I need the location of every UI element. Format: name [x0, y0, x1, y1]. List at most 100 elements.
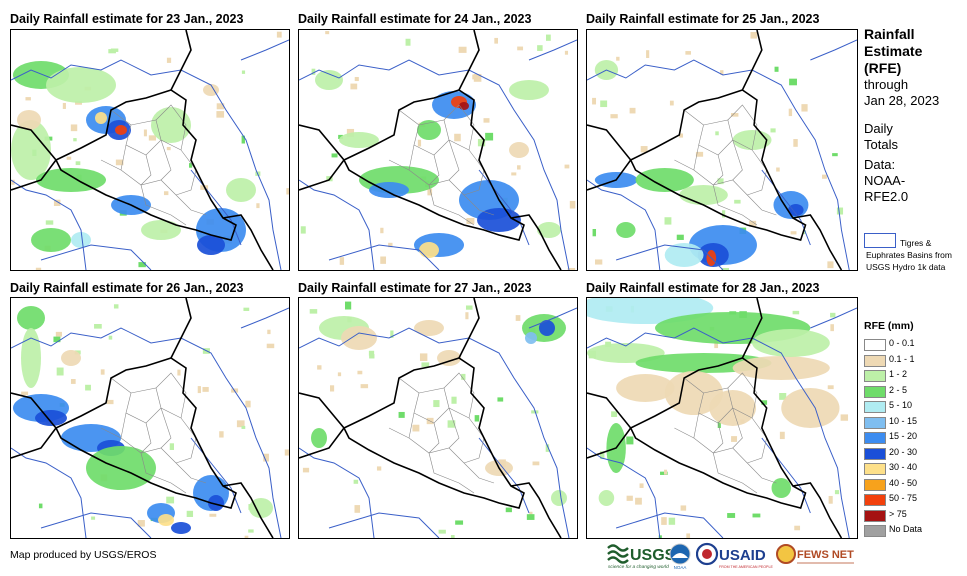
iraq-border — [342, 357, 525, 509]
rain-layer — [592, 32, 844, 270]
province-boundaries — [388, 372, 495, 494]
rain-speckle — [115, 159, 124, 166]
rain-cell — [31, 228, 71, 252]
province-line — [683, 377, 753, 424]
rfe-class-swatch — [864, 509, 886, 522]
rain-speckle — [219, 431, 224, 438]
rain-speckle — [750, 32, 758, 39]
rfe-class-swatch — [864, 370, 886, 382]
rain-speckle — [626, 495, 633, 501]
rain-cell — [539, 320, 555, 336]
panel-title: Daily Rainfall estimate for 23 Jan., 202… — [10, 12, 244, 26]
rain-speckle — [679, 133, 684, 138]
basin-text: Tigres & Euphrates Basins from USGS Hydr… — [866, 238, 952, 272]
rain-speckle — [454, 133, 461, 142]
rain-cell — [35, 410, 67, 426]
province-line — [674, 159, 694, 171]
rfe-class-swatch — [864, 463, 886, 475]
rain-speckle — [216, 103, 225, 110]
rain-layer — [587, 298, 849, 538]
province-line — [110, 377, 182, 424]
basin-line — [40, 512, 152, 538]
rain-speckle — [722, 210, 726, 218]
rain-cell — [509, 142, 529, 158]
province-line — [732, 139, 743, 181]
rain-speckle — [197, 386, 201, 394]
rain-cell — [477, 208, 521, 232]
rain-speckle — [505, 507, 512, 513]
rain-speckle — [11, 179, 15, 185]
province-line — [747, 149, 767, 196]
rain-speckle — [244, 535, 249, 538]
rain-cell — [635, 168, 694, 192]
rfe-class-swatch — [864, 478, 886, 491]
province-line — [463, 462, 495, 484]
rain-speckle — [337, 372, 342, 377]
province-line — [398, 377, 470, 424]
rain-cell — [341, 326, 377, 350]
rain-speckle — [616, 56, 620, 61]
rain-speckle — [789, 78, 797, 86]
province-line — [388, 159, 410, 171]
rfe-class-swatch — [864, 416, 886, 429]
province-boundaries — [674, 372, 777, 494]
rain-speckle — [447, 420, 456, 428]
rain-cell — [788, 204, 804, 216]
rain-cell — [369, 182, 409, 198]
noaa-wordmark: NOAA — [674, 565, 687, 570]
rain-speckle — [243, 307, 250, 311]
rainfall-map — [586, 29, 858, 271]
province-boundaries — [100, 372, 207, 494]
rain-speckle — [368, 350, 375, 356]
basin-line — [11, 447, 87, 538]
usgs-wordmark: USGS — [630, 547, 676, 564]
rain-speckle — [792, 310, 800, 315]
rfe-class-label: 1 - 2 — [889, 369, 908, 379]
panel-title: Daily Rainfall estimate for 25 Jan., 202… — [586, 12, 820, 26]
border-line — [510, 214, 562, 270]
rain-speckle — [241, 70, 246, 74]
iraq-border — [54, 357, 237, 509]
rain-speckle — [53, 336, 61, 343]
rain-cell — [419, 242, 439, 258]
legend-title-line: Rainfall — [864, 26, 915, 42]
rain-speckle — [640, 146, 648, 153]
rain-speckle — [433, 400, 440, 408]
rain-speckle — [730, 113, 739, 117]
rain-speckle — [686, 533, 691, 538]
rain-cell — [616, 222, 636, 238]
rain-speckle — [734, 199, 741, 204]
rain-speckle — [438, 529, 446, 534]
border-line — [587, 392, 632, 429]
rain-speckle — [100, 369, 105, 375]
rain-cell — [11, 120, 51, 180]
basin-line — [615, 244, 724, 270]
rain-speckle — [35, 267, 42, 270]
rain-cell — [158, 514, 174, 526]
rain-speckle — [822, 174, 827, 179]
rain-speckle — [485, 132, 494, 141]
rain-speckle — [66, 156, 72, 160]
rain-speckle — [166, 496, 175, 504]
rain-speckle — [56, 367, 64, 376]
border-line — [170, 298, 192, 359]
province-line — [683, 109, 753, 156]
rfe-class-swatch — [864, 432, 886, 444]
rain-speckle — [412, 424, 420, 432]
rain-speckle — [241, 425, 246, 429]
province-line — [140, 422, 152, 454]
rain-cell — [771, 478, 791, 498]
rainfall-map — [298, 297, 578, 539]
basin-line — [528, 39, 577, 61]
province-line — [443, 104, 475, 151]
rain-speckle — [830, 312, 836, 318]
province-line — [140, 184, 187, 226]
rfe-class-label: No Data — [889, 524, 923, 534]
province-line — [175, 149, 197, 196]
panel-title: Daily Rainfall estimate for 28 Jan., 202… — [586, 281, 820, 295]
border-line — [11, 427, 57, 459]
basin-line — [478, 437, 530, 514]
rain-speckle — [511, 172, 517, 176]
rain-speckle — [714, 340, 719, 349]
rain-speckle — [169, 443, 174, 450]
